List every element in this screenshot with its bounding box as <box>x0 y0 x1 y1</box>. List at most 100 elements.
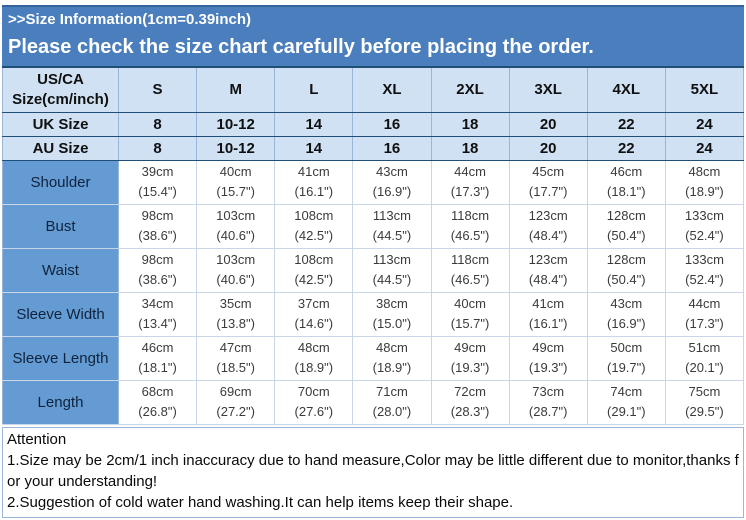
measurement-inch-value: (52.4") <box>685 228 724 243</box>
measurement-cell: 43cm (16.9") <box>352 159 432 205</box>
corner-header-cell: US/CA Size(cm/inch) <box>2 66 119 113</box>
measurement-cell: 108cm (42.5") <box>274 247 354 293</box>
measurement-inch-value: (42.5") <box>294 272 334 287</box>
size-column-header: XL <box>352 66 432 113</box>
measurement-cell: 43cm (16.9") <box>586 291 666 337</box>
measurement-cell: 46cm (18.1") <box>586 159 666 205</box>
size-value-cell: 14 <box>274 135 354 161</box>
measurement-cm-value: 40cm <box>219 164 252 179</box>
size-information-title: >>Size Information(1cm=0.39inch) <box>8 11 251 28</box>
measurement-inch-value: (15.4") <box>138 184 177 199</box>
measurement-inch-value: (38.6") <box>138 228 177 243</box>
measurement-row: Sleeve Width 34cm (13.4") 35cm (13.8") 37cm (1… <box>2 291 745 337</box>
measurement-inch-value: (50.4") <box>607 228 646 243</box>
measurement-cell: 118cm (46.5") <box>430 203 510 249</box>
measurement-cell: 71cm (28.0") <box>352 379 432 425</box>
measurement-cm-value: 73cm <box>532 384 565 399</box>
size-chart-table: US/CA Size(cm/inch) S M L XL 2XL 3XL 4XL 5XL UK … <box>2 66 745 425</box>
measurement-cm-value: 128cm <box>606 208 646 223</box>
size-value-cell: 10-12 <box>196 135 276 161</box>
measurement-cm-value: 44cm <box>688 296 721 311</box>
measurement-cell: 69cm (27.2") <box>196 379 276 425</box>
size-value-cell: 24 <box>664 135 745 161</box>
measurement-inch-value: (17.7") <box>528 184 568 199</box>
measurement-inch-value: (13.8") <box>216 316 255 331</box>
measurement-cell: 46cm (18.1") <box>117 335 198 381</box>
measurement-cell: 49cm (19.3") <box>508 335 588 381</box>
size-column-header: M <box>196 66 276 113</box>
measurement-inch-value: (19.7") <box>607 360 646 375</box>
measurement-cm-value: 69cm <box>219 384 252 399</box>
measurement-cm-value: 34cm <box>141 296 174 311</box>
measurement-cell: 70cm (27.6") <box>274 379 354 425</box>
measurement-inch-value: (38.6") <box>138 272 177 287</box>
measurement-inch-value: (16.9") <box>372 184 412 199</box>
measurement-cell: 41cm (16.1") <box>274 159 354 205</box>
measurement-cell: 39cm (15.4") <box>117 159 198 205</box>
size-value-cell: 8 <box>117 135 198 161</box>
attention-note-2: 2.Suggestion of cold water hand washing.… <box>7 493 514 511</box>
measurement-cm-value: 123cm <box>528 208 568 223</box>
measurement-cm-value: 46cm <box>610 164 643 179</box>
measurement-cm-value: 74cm <box>610 384 643 399</box>
measurement-inch-value: (44.5") <box>372 228 412 243</box>
measurement-cell: 49cm (19.3") <box>430 335 510 381</box>
measurement-row: Sleeve Length 46cm (18.1") 47cm (18.5") 48cm (… <box>2 335 745 381</box>
measurement-cell: 48cm (18.9") <box>664 159 745 205</box>
measurement-cell: 133cm (52.4") <box>664 247 745 293</box>
measurement-cm-value: 41cm <box>532 296 565 311</box>
measurement-inch-value: (27.6") <box>294 404 334 419</box>
size-value-cell: 24 <box>664 111 745 137</box>
measurement-cm-value: 43cm <box>376 164 408 179</box>
measurement-cell: 108cm (42.5") <box>274 203 354 249</box>
measurement-cm-value: 68cm <box>141 384 174 399</box>
measurement-cell: 98cm (38.6") <box>117 203 198 249</box>
measurement-inch-value: (27.2") <box>216 404 255 419</box>
measurement-cell: 51cm (20.1") <box>664 335 745 381</box>
attention-box: Attention 1.Size may be 2cm/1 inch inacc… <box>2 426 744 518</box>
measurement-cm-value: 38cm <box>376 296 408 311</box>
size-column-header: L <box>274 66 354 113</box>
measurement-cell: 38cm (15.0") <box>352 291 432 337</box>
measurement-inch-value: (18.9") <box>372 360 412 375</box>
measurement-cm-value: 50cm <box>610 340 643 355</box>
measurement-cm-value: 35cm <box>219 296 252 311</box>
measurement-cm-value: 39cm <box>141 164 174 179</box>
size-value-cell: 16 <box>352 135 432 161</box>
measurement-inch-value: (16.9") <box>607 316 646 331</box>
measurement-row: Length 68cm (26.8") 69cm (27.2") 70cm (27.6") 7… <box>2 379 745 425</box>
measurement-cell: 34cm (13.4") <box>117 291 198 337</box>
measurement-cm-value: 45cm <box>532 164 565 179</box>
measurement-inch-value: (42.5") <box>294 228 334 243</box>
measurement-cell: 118cm (46.5") <box>430 247 510 293</box>
size-column-header: 4XL <box>586 66 666 113</box>
measurement-row: Shoulder 39cm (15.4") 40cm (15.7") 41cm (16.1"… <box>2 159 745 205</box>
measurement-cm-value: 113cm <box>372 252 411 267</box>
measurement-cm-value: 98cm <box>141 252 174 267</box>
row-label-cell: Shoulder <box>2 159 119 205</box>
measurement-cm-value: 103cm <box>216 208 256 223</box>
measurement-cm-value: 49cm <box>454 340 486 355</box>
row-label-cell: UK Size <box>2 111 119 137</box>
measurement-cm-value: 123cm <box>528 252 568 267</box>
measurement-cm-value: 41cm <box>297 164 330 179</box>
measurement-inch-value: (18.1") <box>607 184 646 199</box>
measurement-cell: 103cm (40.6") <box>196 203 276 249</box>
measurement-cm-value: 133cm <box>684 208 724 223</box>
measurement-cell: 40cm (15.7") <box>196 159 276 205</box>
measurement-inch-value: (16.1") <box>528 316 568 331</box>
size-value-cell: 22 <box>586 135 666 161</box>
size-column-header: S <box>117 66 198 113</box>
measurement-cell: 45cm (17.7") <box>508 159 588 205</box>
measurement-inch-value: (29.5") <box>685 404 724 419</box>
measurement-cell: 73cm (28.7") <box>508 379 588 425</box>
measurement-cell: 98cm (38.6") <box>117 247 198 293</box>
size-header-row: US/CA Size(cm/inch) S M L XL 2XL 3XL 4XL 5XL <box>2 66 745 113</box>
measurement-cm-value: 43cm <box>610 296 643 311</box>
measurement-cm-value: 103cm <box>216 252 256 267</box>
size-column-header: 3XL <box>508 66 588 113</box>
measurement-cm-value: 37cm <box>297 296 330 311</box>
row-label-cell: AU Size <box>2 135 119 161</box>
measurement-inch-value: (18.9") <box>294 360 334 375</box>
measurement-cm-value: 40cm <box>454 296 486 311</box>
